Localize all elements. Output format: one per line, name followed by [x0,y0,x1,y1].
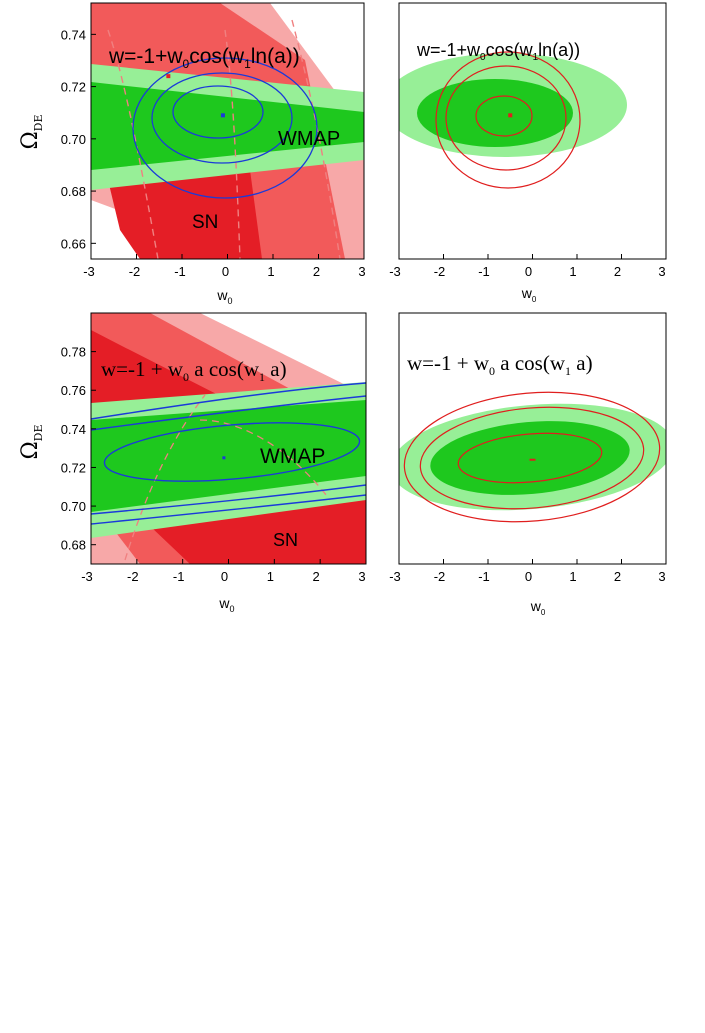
y-tick-label: 0.76 [61,383,86,398]
x-tick-label: 0 [221,569,228,584]
panel-top-right-plot-area [399,3,666,259]
x-tick-label: -3 [389,569,401,584]
y-tick-label: 0.68 [61,538,86,553]
wmap-contour-outer-top [91,382,366,420]
panel-bottom-right: w=-1 + w0 a cos(w1 a) -3 -2 -1 0 1 2 3 w0 [389,312,667,617]
annotation-formula: w=-1+w0cos(w1ln(a)) [108,45,300,71]
joint-contour-2sigma [445,65,567,171]
wmap-inner-confidence-band [91,82,364,170]
panel-bottom-right-plot-area [399,313,666,564]
joint-contour-1sigma [475,95,533,137]
joint-best-fit-marker [529,458,536,461]
x-tick-label: 3 [358,569,365,584]
x-tick-label: -1 [478,569,490,584]
wmap-contour-1sigma [103,422,361,482]
wmap-label: WMAP [260,445,325,468]
x-tick-label: 3 [358,264,365,279]
panel-top-left-plot-area [91,3,364,259]
annotation-formula: w=-1 + w0 a cos(w1 a) [101,357,287,384]
joint-contour-2sigma [419,406,645,510]
x-tick-label: 0 [525,264,532,279]
wmap-label: WMAP [278,128,340,150]
y-tick-label: 0.70 [61,132,86,147]
wmap-contour-mid-bottom [91,484,366,515]
joint-inner-confidence-region [430,421,630,495]
sn-label: SN [192,212,218,233]
x-tick-label: 2 [313,569,320,584]
sn-label: SN [273,530,298,550]
x-tick-label: -1 [173,569,185,584]
x-axis-label: w0 [521,285,537,304]
y-tick-label: 0.72 [61,80,86,95]
x-tick-label: -1 [478,264,490,279]
y-tick-label: 0.66 [61,236,86,251]
sn-dashed-contour-right [199,419,331,501]
x-tick-label: -3 [389,264,401,279]
y-axis-label: ΩDE [18,114,45,149]
panel-bottom-left: w=-1 + w0 a cos(w1 a) WMAP SN -3 -2 -1 0 1 2 3… [18,312,367,614]
x-axis-label: w0 [216,287,232,306]
wmap-best-fit-marker [222,456,226,460]
y-tick-label: 0.78 [61,345,86,360]
y-tick-label: 0.70 [61,499,86,514]
y-tick-label: 0.74 [61,422,86,437]
x-tick-label: -2 [127,569,139,584]
wmap-contour-2sigma [151,72,293,164]
x-tick-label: -3 [81,569,93,584]
panel-top-right: w=-1+w0cos(w1ln(a)) -3 -2 -1 0 1 2 3 w0 [389,2,667,304]
x-axis: -3 -2 -1 0 1 2 3 [389,254,667,279]
panel-bottom-left-plot-area [91,313,366,564]
joint-contour-1sigma [457,432,603,484]
y-tick-label: 0.72 [61,460,86,475]
x-tick-label: 2 [313,264,320,279]
joint-contour-3sigma [435,51,581,189]
y-tick-label: 0.74 [61,27,86,42]
joint-contour-3sigma [403,391,661,523]
x-tick-label: 3 [658,569,665,584]
y-tick-label: 0.68 [61,184,86,199]
wmap-inner-confidence-band [91,400,366,512]
x-axis: -3 -2 -1 0 1 2 3 [83,254,366,279]
x-tick-label: 1 [267,264,274,279]
x-axis-label: w0 [218,595,234,614]
x-tick-label: 2 [614,569,621,584]
x-tick-label: 0 [525,569,532,584]
x-tick-label: 2 [614,264,621,279]
x-tick-label: -2 [434,569,446,584]
x-tick-label: 1 [569,264,576,279]
wmap-contour-mid-top [91,395,366,431]
x-tick-label: 1 [569,569,576,584]
y-axis: 0.68 0.70 0.72 0.74 0.76 0.78 [61,345,96,553]
x-tick-label: -2 [129,264,141,279]
x-tick-label: -2 [434,264,446,279]
x-axis: -3 -2 -1 0 1 2 3 [389,559,667,584]
panel-top-left: w=-1+w0cos(w1ln(a)) WMAP SN -3 -2 -1 0 1 2 3 0… [18,2,366,306]
sn-dashed-contour-left [124,394,206,561]
x-tick-label: 3 [658,264,665,279]
wmap-contour-3sigma [132,57,318,199]
sn-best-fit-marker [166,74,171,79]
joint-best-fit-marker [508,113,513,118]
x-tick-label: -3 [83,264,95,279]
x-tick-label: -1 [174,264,186,279]
joint-inner-confidence-region [417,79,573,147]
sn-dashed-contour-right [291,19,341,259]
x-axis-label: w0 [530,598,546,617]
wmap-contour-outer-bottom [91,494,366,525]
x-tick-label: 0 [222,264,229,279]
annotation-formula: w=-1+w0cos(w1ln(a)) [416,40,580,63]
x-axis: -3 -2 -1 0 1 2 3 [81,559,367,584]
x-tick-label: 1 [267,569,274,584]
wmap-contour-1sigma [172,85,264,139]
y-axis: 0.66 0.68 0.70 0.72 0.74 [61,27,96,251]
wmap-best-fit-marker [220,113,225,118]
annotation-formula: w=-1 + w0 a cos(w1 a) [407,351,593,378]
y-axis-label: ΩDE [18,424,45,459]
